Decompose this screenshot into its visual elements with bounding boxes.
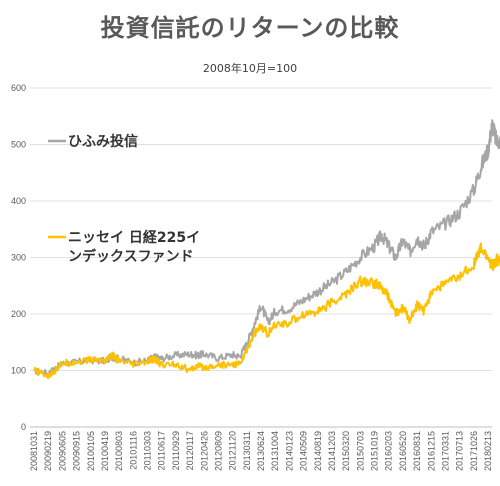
x-tick-label: 20170331 (440, 431, 450, 471)
x-tick-label: 20100105 (86, 431, 96, 471)
x-tick-label: 20110303 (143, 431, 153, 470)
x-tick-label: 20150703 (355, 431, 365, 471)
chart-subtitle: 2008年10月=100 (202, 62, 298, 75)
series-line (33, 242, 500, 379)
x-tick-label: 20160203 (384, 431, 394, 471)
x-tick-label: 20161215 (426, 431, 436, 471)
y-tick-label: 600 (11, 83, 26, 93)
x-tick-label: 20100803 (114, 431, 124, 471)
x-tick-label: 20090605 (57, 431, 67, 471)
y-tick-label: 400 (11, 196, 26, 206)
legend-label: ニッセイ 日経225イ (68, 229, 200, 246)
x-tick-label: 20081031 (29, 431, 39, 471)
x-tick-label: 20101116 (128, 431, 138, 470)
x-tick-label: 20110929 (171, 431, 181, 470)
x-tick-label: 20121120 (228, 431, 238, 470)
x-tick-label: 20160831 (412, 431, 422, 471)
x-tick-label: 20120426 (199, 431, 209, 471)
x-tick-label: 20090219 (43, 431, 53, 471)
x-tick-label: 20130624 (256, 431, 266, 471)
x-tick-label: 20131004 (270, 431, 280, 471)
y-tick-label: 0 (21, 422, 26, 432)
x-tick-label: 20110617 (157, 431, 167, 470)
y-tick-label: 500 (11, 140, 26, 150)
x-tick-label: 20130311 (242, 431, 252, 470)
x-tick-label: 20140819 (313, 431, 323, 471)
x-tick-label: 20120809 (213, 431, 223, 471)
y-tick-label: 300 (11, 253, 26, 263)
legend-label: ンデックスファンド (68, 248, 194, 265)
x-tick-label: 20171026 (469, 431, 479, 471)
legend-label: ひふみ投信 (68, 133, 138, 150)
x-tick-label: 20120117 (185, 431, 195, 470)
y-tick-label: 100 (11, 366, 26, 376)
x-tick-label: 20090915 (72, 431, 82, 471)
x-tick-label: 20140509 (299, 431, 309, 471)
y-tick-label: 200 (11, 309, 26, 319)
x-tick-label: 20100419 (100, 431, 110, 471)
x-tick-label: 20141203 (327, 431, 337, 471)
x-tick-label: 20170713 (455, 431, 465, 471)
chart-title: 投資信託のリターンの比較 (100, 14, 400, 42)
x-tick-label: 20140123 (284, 431, 294, 471)
x-tick-label: 20150320 (341, 431, 351, 471)
x-tick-label: 20160520 (398, 431, 408, 471)
x-tick-label: 20151019 (370, 431, 380, 471)
x-tick-label: 20180213 (483, 431, 493, 471)
